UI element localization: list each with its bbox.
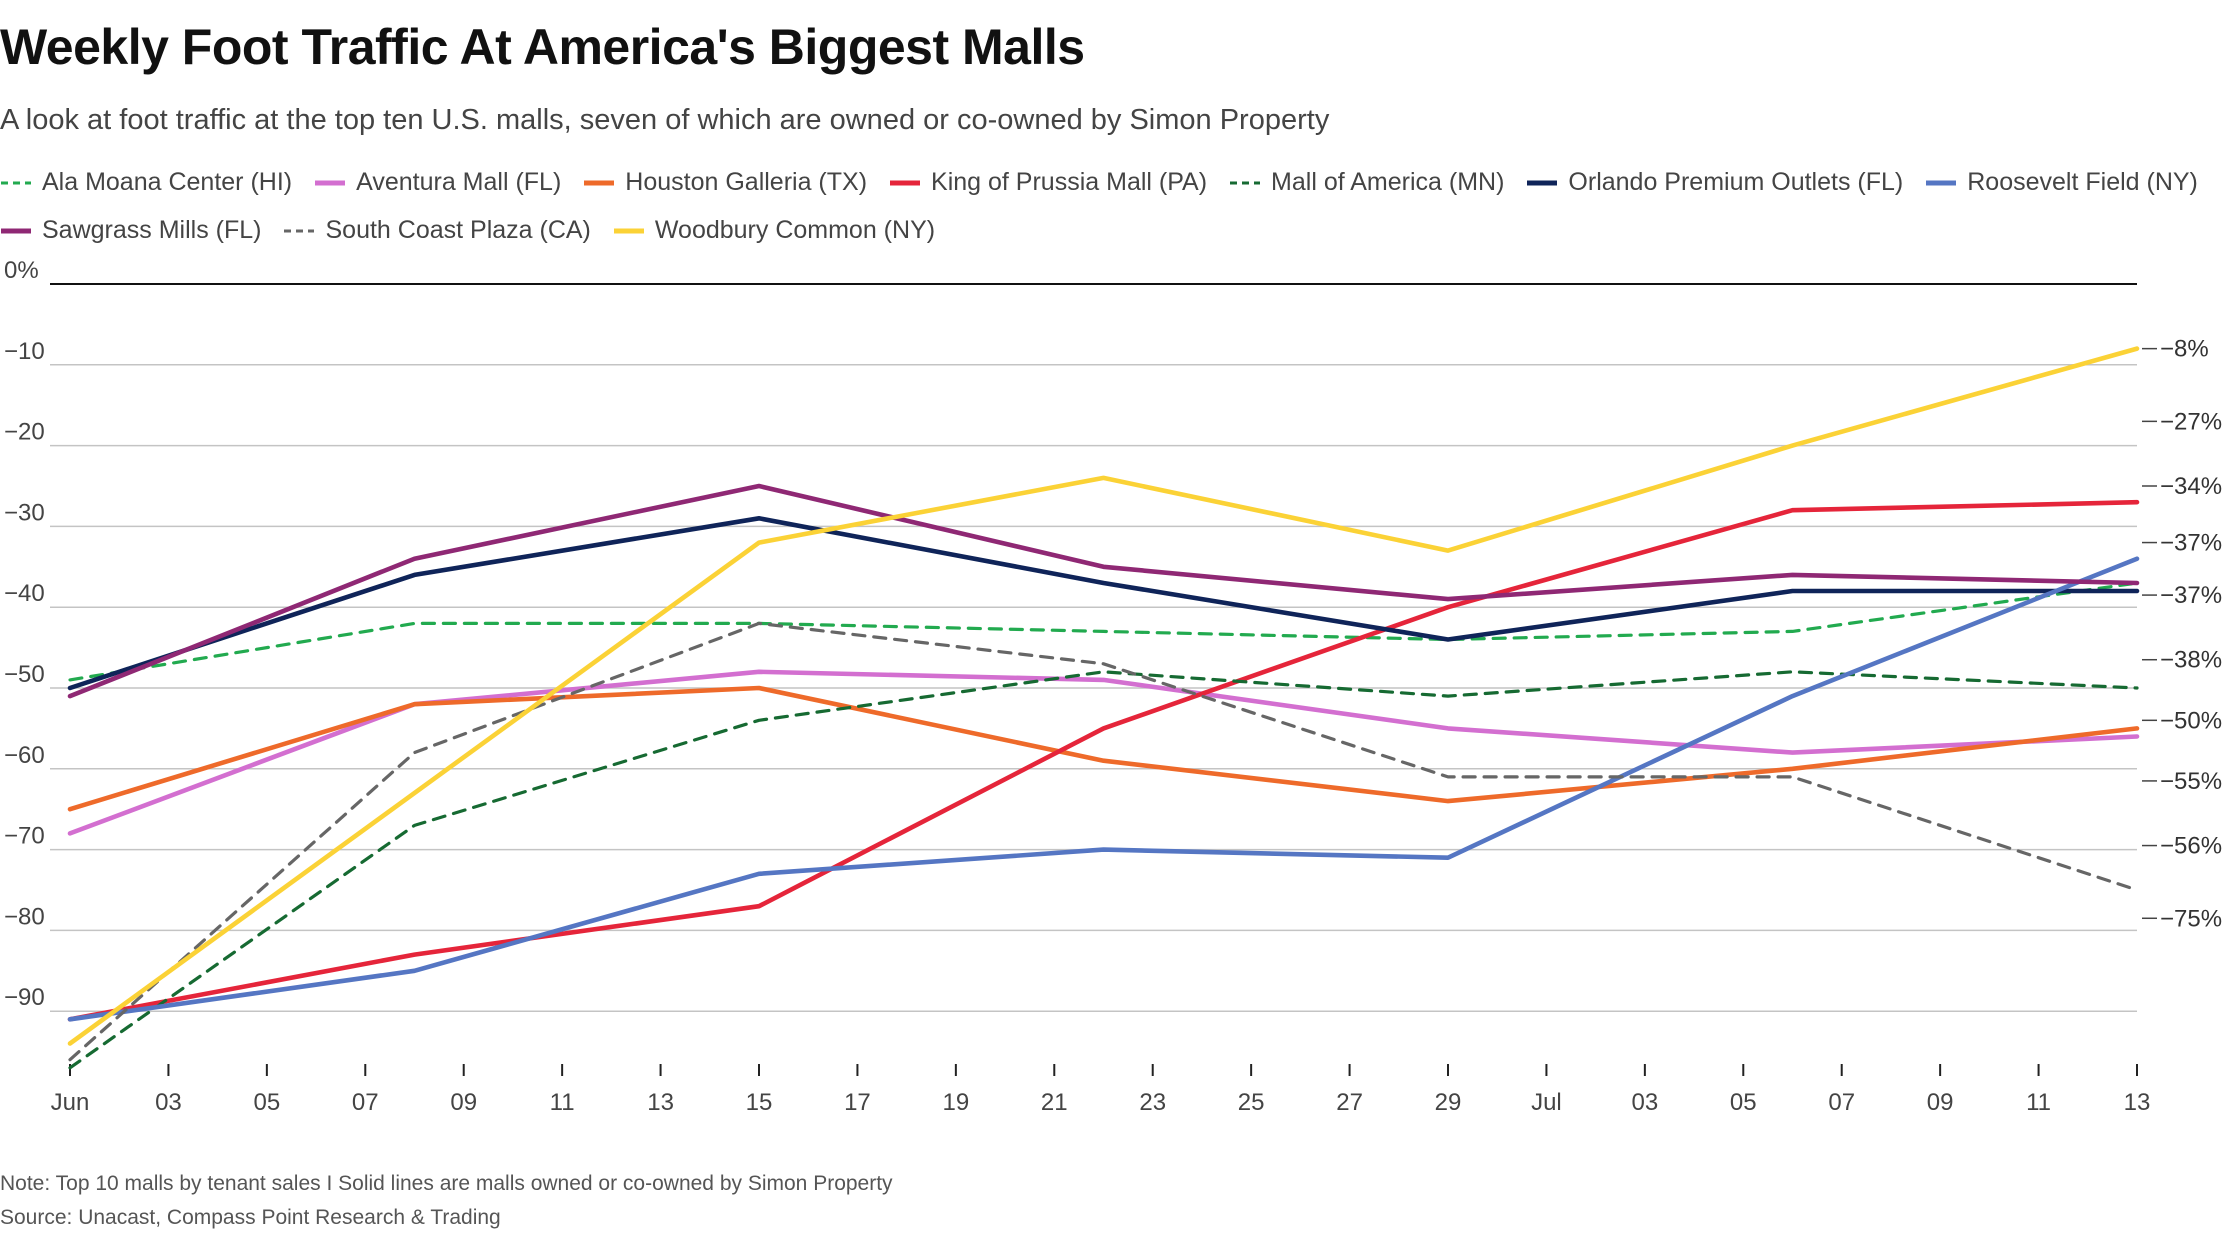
x-tick-label: 13 [2124,1089,2151,1116]
x-tick-label: 07 [1828,1089,1855,1116]
legend-item: Ala Moana Center (HI) [0,168,292,197]
x-tick-label: 15 [746,1089,773,1116]
legend-swatch [1230,181,1261,184]
x-tick-label: Jun [51,1089,90,1116]
x-tick-label: 05 [1730,1089,1757,1116]
chart-note: Note: Top 10 malls by tenant sales I Sol… [0,1172,893,1195]
series-line-ala-moana-center-hi [68,581,2139,682]
x-tick-label: 03 [1632,1089,1659,1116]
legend-label: Aventura Mall (FL) [356,168,562,196]
legend-swatch [890,180,921,185]
legend-swatch [284,229,315,232]
x-tick-label: 03 [155,1089,182,1116]
x-tick-label: 25 [1238,1089,1265,1116]
legend-label: Orlando Premium Outlets (FL) [1568,168,1904,196]
legend-label: Ala Moana Center (HI) [42,168,293,196]
series-line-king-of-prussia-mall-pa [67,499,2140,1022]
legend-item: Woodbury Common (NY) [613,216,935,245]
x-tick-label: 11 [2026,1089,2051,1116]
legend-swatch [584,180,615,185]
x-tick-label: 09 [1927,1089,1954,1116]
chart-subtitle: A look at foot traffic at the top ten U.… [0,104,1330,136]
y-tick-label: −70 [4,823,45,850]
end-value-label: −8% [2160,336,2209,363]
legend-swatch [1926,180,1957,185]
y-tick-label: −20 [4,419,45,446]
x-tick-label: 07 [352,1089,379,1116]
series-lines [67,346,2140,1070]
y-axis-tick-labels: 0% −10 −20 −30 −40 −50 −60 −70 −80 −90 [4,257,45,1011]
y-tick-label: −80 [4,903,45,930]
end-value-label: −56% [2160,833,2222,860]
legend-item: South Coast Plaza (CA) [283,216,591,245]
x-tick-label: 21 [1041,1089,1068,1116]
end-value-label: −75% [2160,905,2222,932]
legend-swatch [613,228,644,233]
y-tick-label: −50 [4,661,45,688]
y-tick-label: −30 [4,499,45,526]
end-value-label: −34% [2160,473,2222,500]
x-tick-label: 19 [943,1089,970,1116]
legend-label: Roosevelt Field (NY) [1967,168,2198,196]
legend-label: Woodbury Common (NY) [654,216,936,244]
legend-label: King of Prussia Mall (PA) [931,168,1208,196]
x-tick-label: 23 [1139,1089,1166,1116]
legend-label: Mall of America (MN) [1271,168,1505,196]
legend-item: King of Prussia Mall (PA) [889,168,1207,197]
legend-item: Orlando Premium Outlets (FL) [1526,168,1903,197]
chart-source: Source: Unacast, Compass Point Research … [0,1206,501,1229]
legend-swatch [1,228,31,233]
legend-label: Sawgrass Mills (FL) [42,216,262,244]
end-value-labels: −8% −27% −34% −37% −37% −38% −50% −55% −56% −75% [2142,336,2222,932]
legend-item: Houston Galleria (TX) [583,168,867,197]
y-tick-label: −90 [4,984,45,1011]
end-value-label: −27% [2160,408,2222,435]
end-value-label: −55% [2160,768,2222,795]
legend-label: Houston Galleria (TX) [625,168,868,196]
x-tick-label: 17 [844,1089,871,1116]
x-tick-label: 11 [550,1089,575,1116]
end-value-label: −50% [2160,707,2222,734]
series-line-orlando-premium-outlets-fl [67,515,2140,691]
chart-title: Weekly Foot Traffic At America's Biggest… [0,19,1085,75]
legend-swatch [315,180,346,185]
legend-label: South Coast Plaza (CA) [325,216,591,244]
end-value-label: −37% [2160,582,2222,609]
x-tick-label: 05 [254,1089,281,1116]
series-line-aventura-mall-fl [67,669,2140,836]
legend-item: Aventura Mall (FL) [314,168,561,197]
legend-item: Sawgrass Mills (FL) [0,216,261,245]
line-chart: 0% −10 −20 −30 −40 −50 −60 −70 −80 −90 Jun 03 05 07 0… [4,257,2222,1116]
legend-item: Roosevelt Field (NY) [1925,168,2198,197]
x-tick-label: Jul [1531,1089,1562,1116]
series-line-sawgrass-mills-fl [67,483,2140,699]
x-axis: Jun 03 05 07 09 11 13 15 17 19 21 23 25 27 29 Jul 03 05 07… [51,1064,2151,1116]
x-tick-label: 27 [1336,1089,1363,1116]
series-line-woodbury-common-ny [67,346,2140,1046]
y-tick-label: 0% [4,257,39,284]
series-line-roosevelt-field-ny [67,556,2140,1022]
legend-row-1: Ala Moana Center (HI) Aventura Mall (FL) H… [0,168,2220,197]
y-tick-label: −60 [4,742,45,769]
end-value-label: −37% [2160,530,2222,557]
series-line-south-coast-plaza-ca [68,621,2139,1062]
end-value-label: −38% [2160,647,2222,674]
legend-swatch [1,181,31,184]
y-tick-label: −40 [4,580,45,607]
series-line-houston-galleria-tx [67,685,2140,812]
legend-swatch [1527,180,1558,185]
x-tick-label: 13 [647,1089,674,1116]
y-tick-label: −10 [4,338,45,365]
series-line-mall-of-america-mn [68,670,2139,1070]
x-tick-label: 29 [1435,1089,1462,1116]
gridlines [50,283,2137,1012]
x-tick-label: 09 [450,1089,477,1116]
legend-item: Mall of America (MN) [1229,168,1504,197]
legend-row-2: Sawgrass Mills (FL) South Coast Plaza (CA… [0,216,957,245]
